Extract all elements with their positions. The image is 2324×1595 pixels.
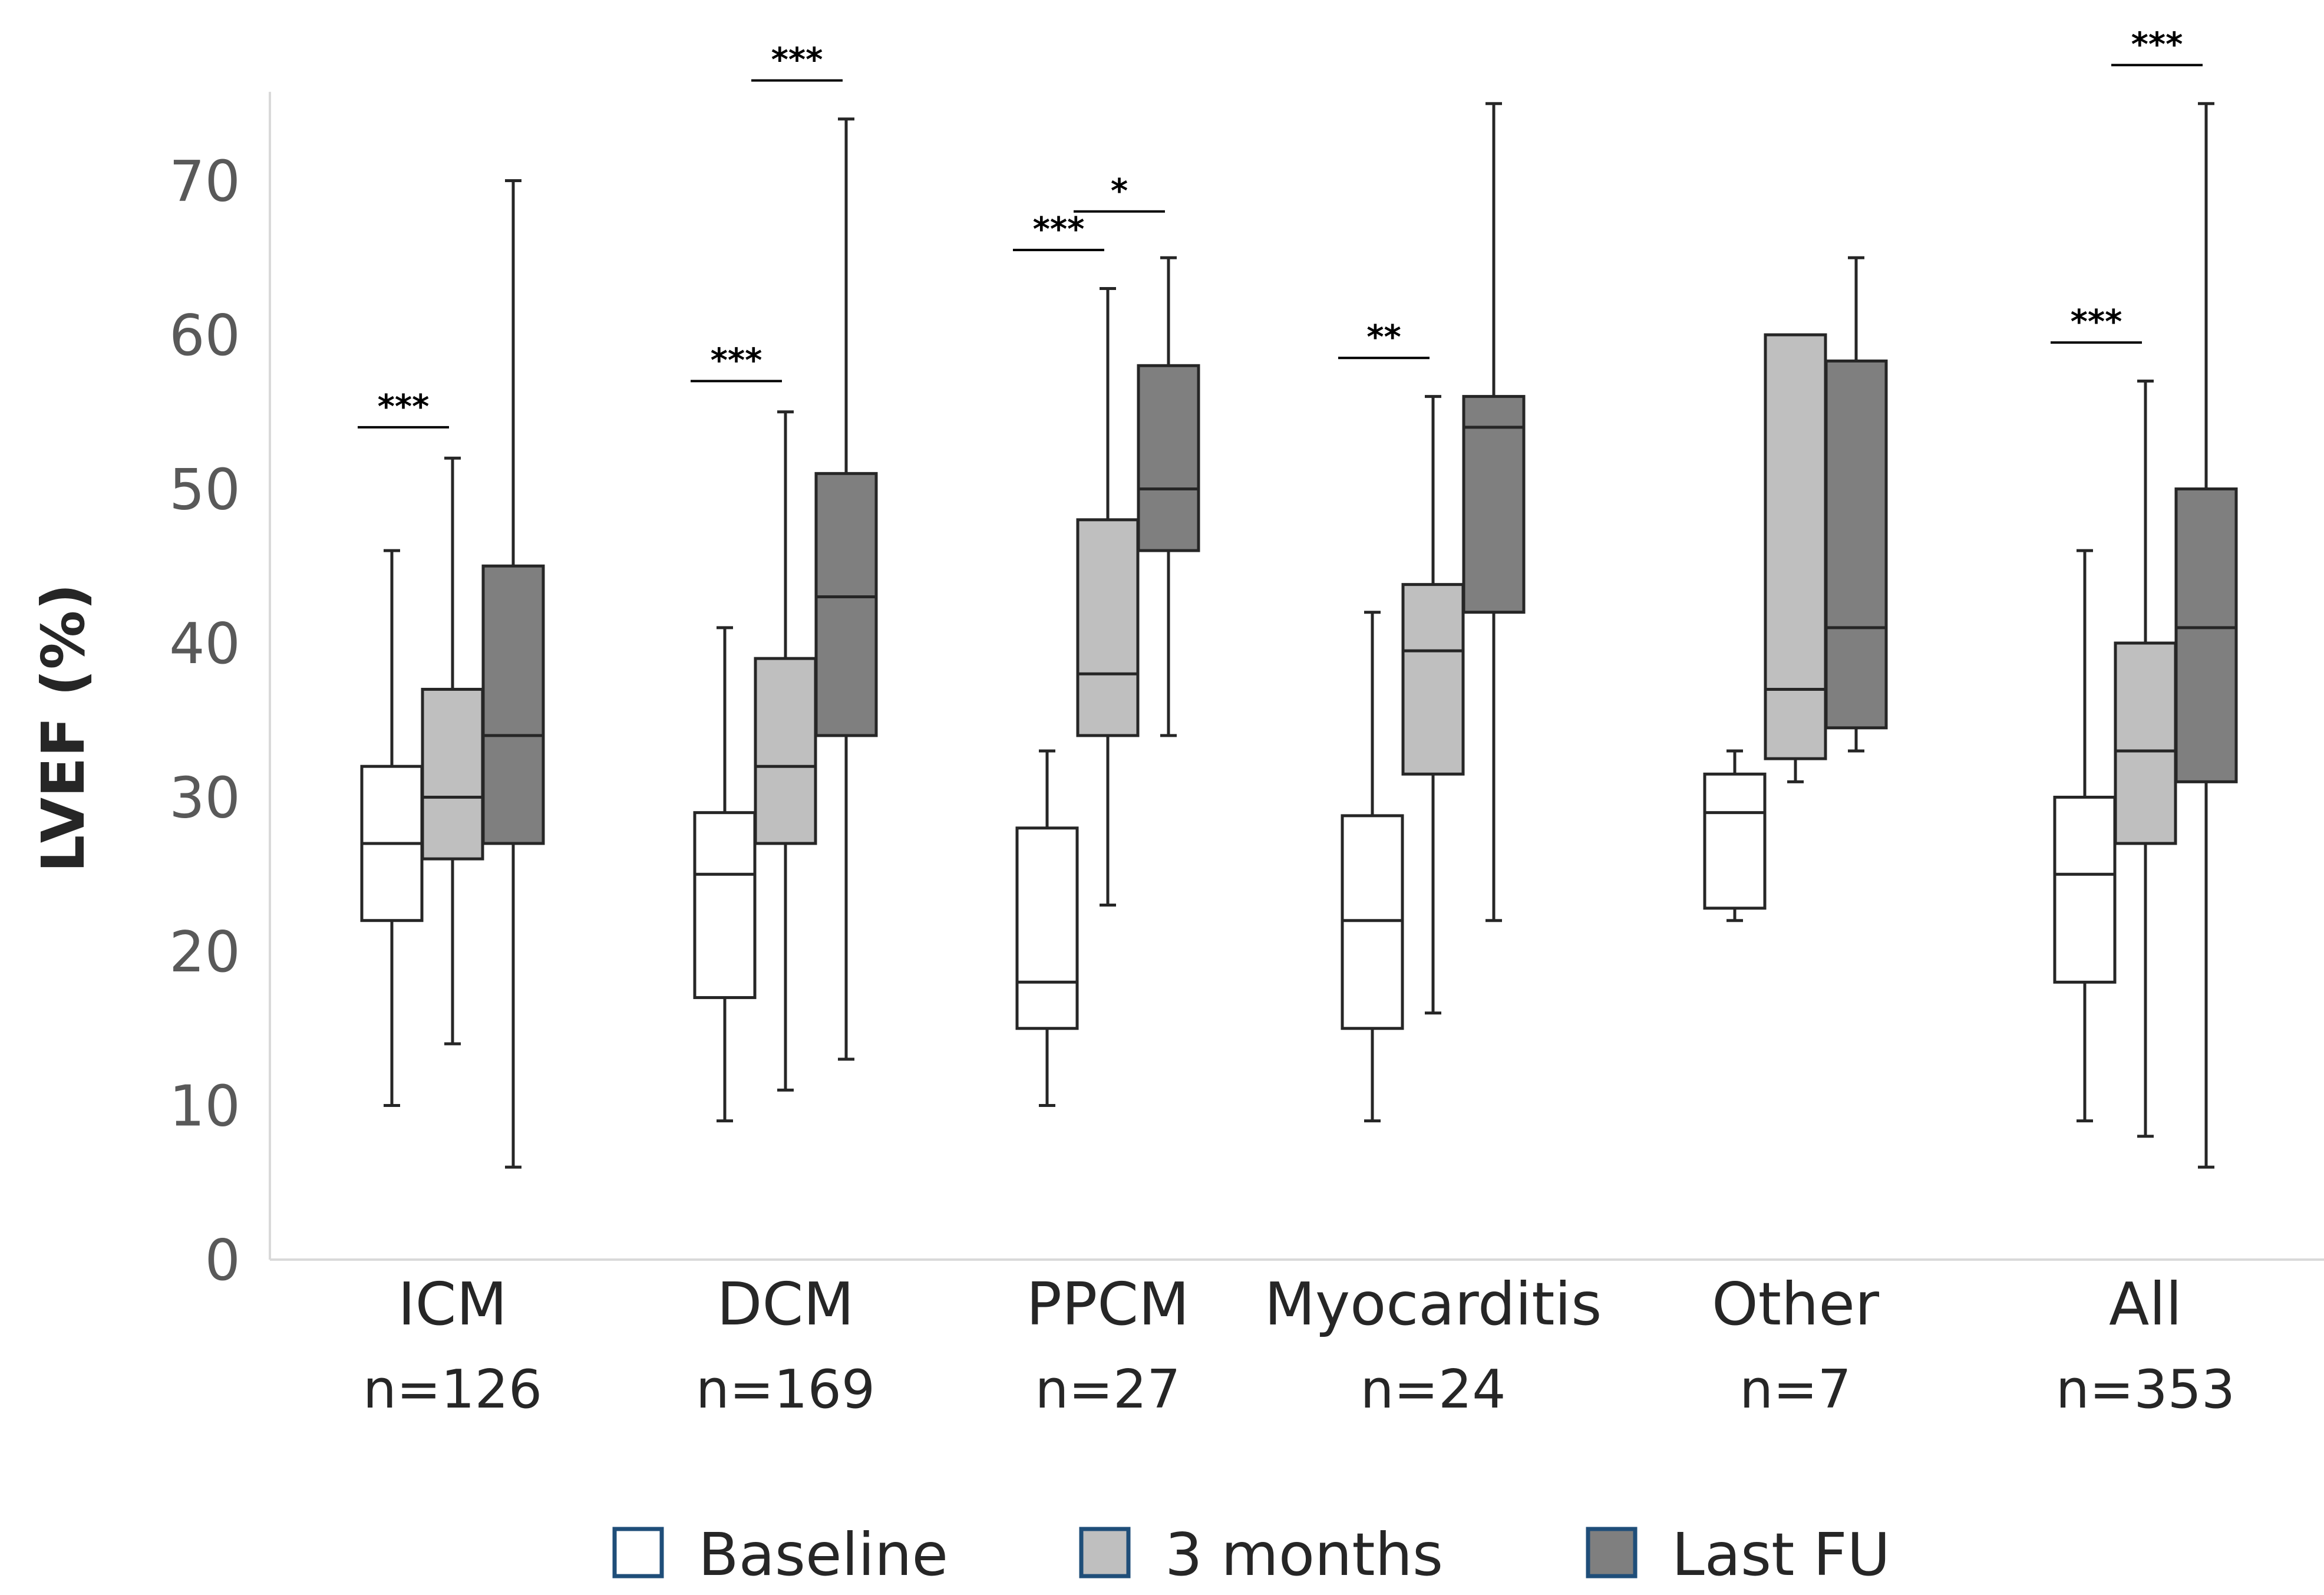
- x-category-n: n=126: [363, 1359, 542, 1421]
- y-axis-title: LVEF (%): [29, 584, 98, 872]
- y-tick-label: 10: [169, 1075, 240, 1139]
- box-baseline: [2053, 796, 2117, 984]
- box-3-months: [754, 657, 817, 845]
- box-last-fu: [1462, 395, 1526, 614]
- box-last-fu: [1824, 359, 1888, 730]
- significance-label: ***: [1033, 210, 1085, 249]
- y-tick-label: 0: [205, 1228, 240, 1293]
- y-tick-label: 70: [169, 150, 240, 215]
- box-baseline: [1341, 814, 1404, 1030]
- box-baseline: [1703, 772, 1767, 910]
- significance-label: ***: [2071, 303, 2122, 341]
- legend-label: Last FU: [1672, 1520, 1890, 1589]
- y-tick-label: 50: [169, 458, 240, 523]
- box-last-fu: [2174, 487, 2238, 783]
- box-baseline: [693, 811, 757, 999]
- y-tick-label: 60: [169, 304, 240, 368]
- x-category-label: ICM: [398, 1270, 507, 1339]
- box-3-months: [1764, 333, 1827, 760]
- box-last-fu: [814, 472, 878, 737]
- box-3-months: [1076, 518, 1140, 737]
- legend-label: 3 months: [1165, 1520, 1443, 1589]
- box-3-months: [421, 687, 484, 861]
- box-3-months: [2114, 641, 2177, 845]
- y-tick-label: 30: [169, 766, 240, 831]
- x-category-label: PPCM: [1026, 1270, 1190, 1339]
- legend: Baseline 3 months Last FU: [612, 1520, 1890, 1589]
- y-tick-label: 20: [169, 920, 240, 985]
- legend-label: Baseline: [698, 1520, 948, 1589]
- significance-label: ***: [378, 388, 430, 426]
- legend-swatch-baseline: [612, 1527, 664, 1578]
- box-last-fu: [481, 564, 545, 845]
- x-category-label: All: [2109, 1270, 2182, 1339]
- x-category-label: Other: [1712, 1270, 1880, 1339]
- x-category-n: n=353: [2056, 1359, 2235, 1421]
- x-category-n: n=169: [696, 1359, 875, 1421]
- significance-label: **: [1366, 318, 1401, 357]
- significance-label: ***: [2131, 25, 2183, 64]
- significance-label: ***: [711, 341, 762, 380]
- x-category-n: n=24: [1361, 1359, 1506, 1421]
- legend-swatch-3-months: [1079, 1527, 1131, 1578]
- legend-swatch-last-fu: [1586, 1527, 1638, 1578]
- significance-label: ***: [771, 41, 823, 80]
- x-category-n: n=7: [1739, 1359, 1851, 1421]
- x-category-n: n=27: [1035, 1359, 1181, 1421]
- box-baseline: [1015, 826, 1079, 1030]
- significance-label: *: [1111, 172, 1128, 210]
- box-3-months: [1401, 583, 1465, 776]
- x-category-label: Myocarditis: [1265, 1270, 1602, 1339]
- y-tick-label: 40: [169, 612, 240, 677]
- x-category-label: DCM: [717, 1270, 854, 1339]
- plot-area: 010203040506070***ICMn=126******DCMn=169…: [169, 25, 2324, 1421]
- box-last-fu: [1137, 364, 1200, 552]
